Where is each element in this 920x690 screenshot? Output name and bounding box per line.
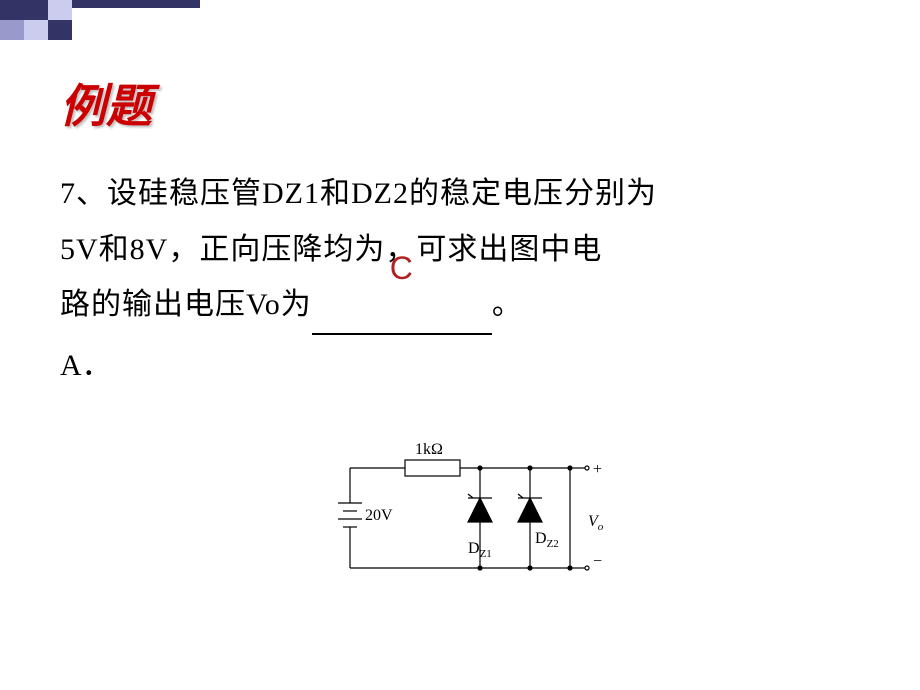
question-line-1: 7、设硅稳压管DZ1和DZ2的稳定电压分别为 bbox=[60, 177, 657, 210]
resistor-label: 1kΩ bbox=[415, 441, 443, 458]
plus-label: + bbox=[593, 461, 602, 478]
answer-blank: C bbox=[312, 277, 492, 335]
circuit-diagram: 1kΩ 20V DZ1 DZ2 + Vo − bbox=[310, 418, 610, 598]
answer-letter: C bbox=[312, 239, 492, 298]
option-a: A． bbox=[60, 339, 860, 393]
source-label: 20V bbox=[365, 507, 393, 524]
corner-decoration bbox=[0, 0, 200, 40]
dz2-label: DZ2 bbox=[535, 530, 559, 550]
vo-label: Vo bbox=[588, 513, 604, 533]
slide-content: 例题 7、设硅稳压管DZ1和DZ2的稳定电压分别为 5V和8V，正向压降均为，可… bbox=[0, 0, 920, 598]
question-line-3-suffix: 。 bbox=[492, 288, 523, 321]
slide-title: 例题 bbox=[60, 70, 860, 136]
question-text: 7、设硅稳压管DZ1和DZ2的稳定电压分别为 5V和8V，正向压降均为，可求出图… bbox=[60, 166, 860, 335]
minus-label: − bbox=[593, 553, 602, 570]
question-line-3-prefix: 路的输出电压Vo为 bbox=[60, 288, 312, 321]
